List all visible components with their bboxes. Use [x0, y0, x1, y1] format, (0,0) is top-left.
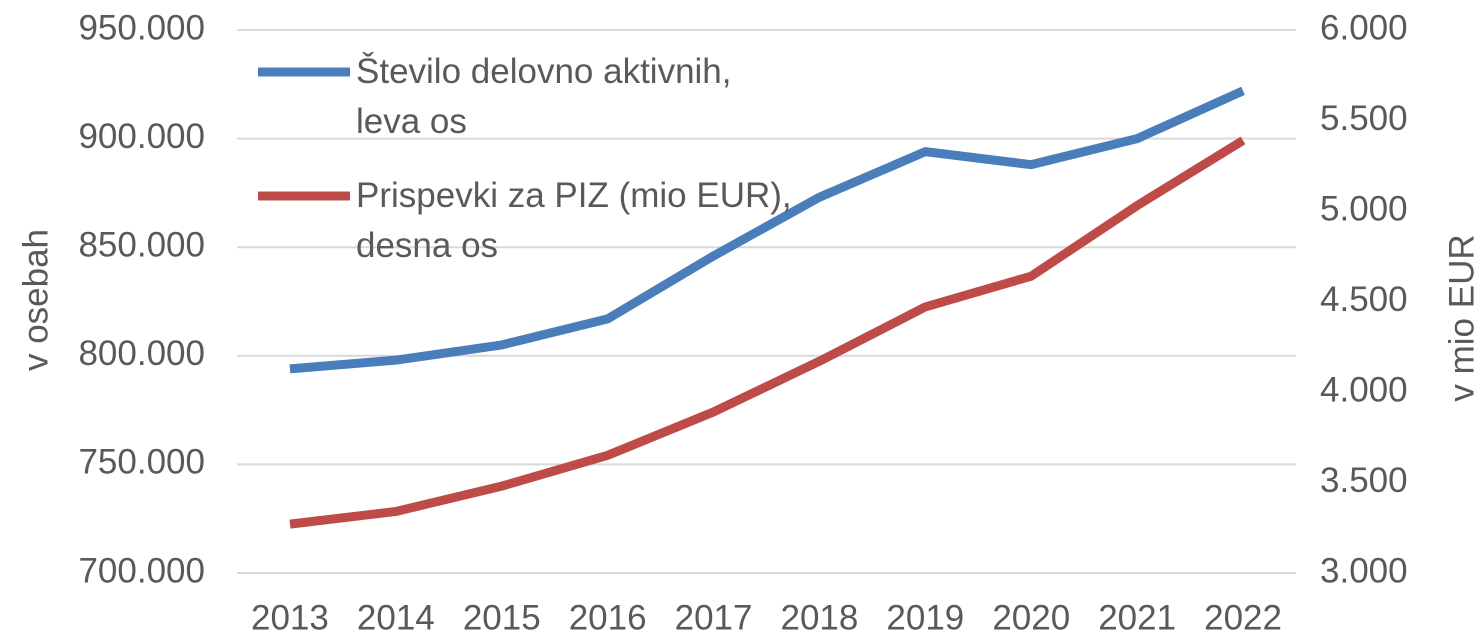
y-tick-label: 800.000 [78, 334, 205, 373]
series-line [289, 136, 1246, 529]
legend-label: Prispevki za PIZ (mio EUR), desna os [356, 176, 792, 265]
y2-tick-label: 4.500 [1320, 280, 1408, 319]
series-line [289, 86, 1245, 374]
legend-label: Število delovno aktivnih, leva os [356, 52, 732, 141]
x-tick-label: 2016 [569, 598, 647, 637]
x-tick-label: 2021 [1098, 598, 1176, 637]
y2-tick-label: 3.500 [1320, 461, 1408, 500]
x-tick-label: 2013 [251, 598, 329, 637]
y-tick-label: 750.000 [78, 443, 205, 482]
y-tick-label: 950.000 [78, 8, 205, 47]
y2-tick-label: 3.000 [1320, 551, 1408, 590]
y-axis-label: v osebah [16, 229, 55, 371]
x-tick-label: 2019 [886, 598, 964, 637]
x-tick-label: 2014 [357, 598, 435, 637]
x-tick-label: 2022 [1204, 598, 1282, 637]
y2-tick-label: 5.500 [1320, 99, 1408, 138]
x-tick-label: 2015 [463, 598, 541, 637]
y2-tick-label: 5.000 [1320, 189, 1408, 228]
y-tick-label: 900.000 [78, 117, 205, 156]
y-tick-label: 700.000 [78, 551, 205, 590]
y2-axis-label: v mio EUR [1442, 234, 1481, 401]
y-tick-label: 850.000 [78, 225, 205, 264]
x-tick-label: 2017 [675, 598, 753, 637]
y2-tick-label: 6.000 [1320, 8, 1408, 47]
y2-tick-label: 4.000 [1320, 370, 1408, 409]
x-tick-label: 2018 [781, 598, 859, 637]
x-tick-label: 2020 [992, 598, 1070, 637]
